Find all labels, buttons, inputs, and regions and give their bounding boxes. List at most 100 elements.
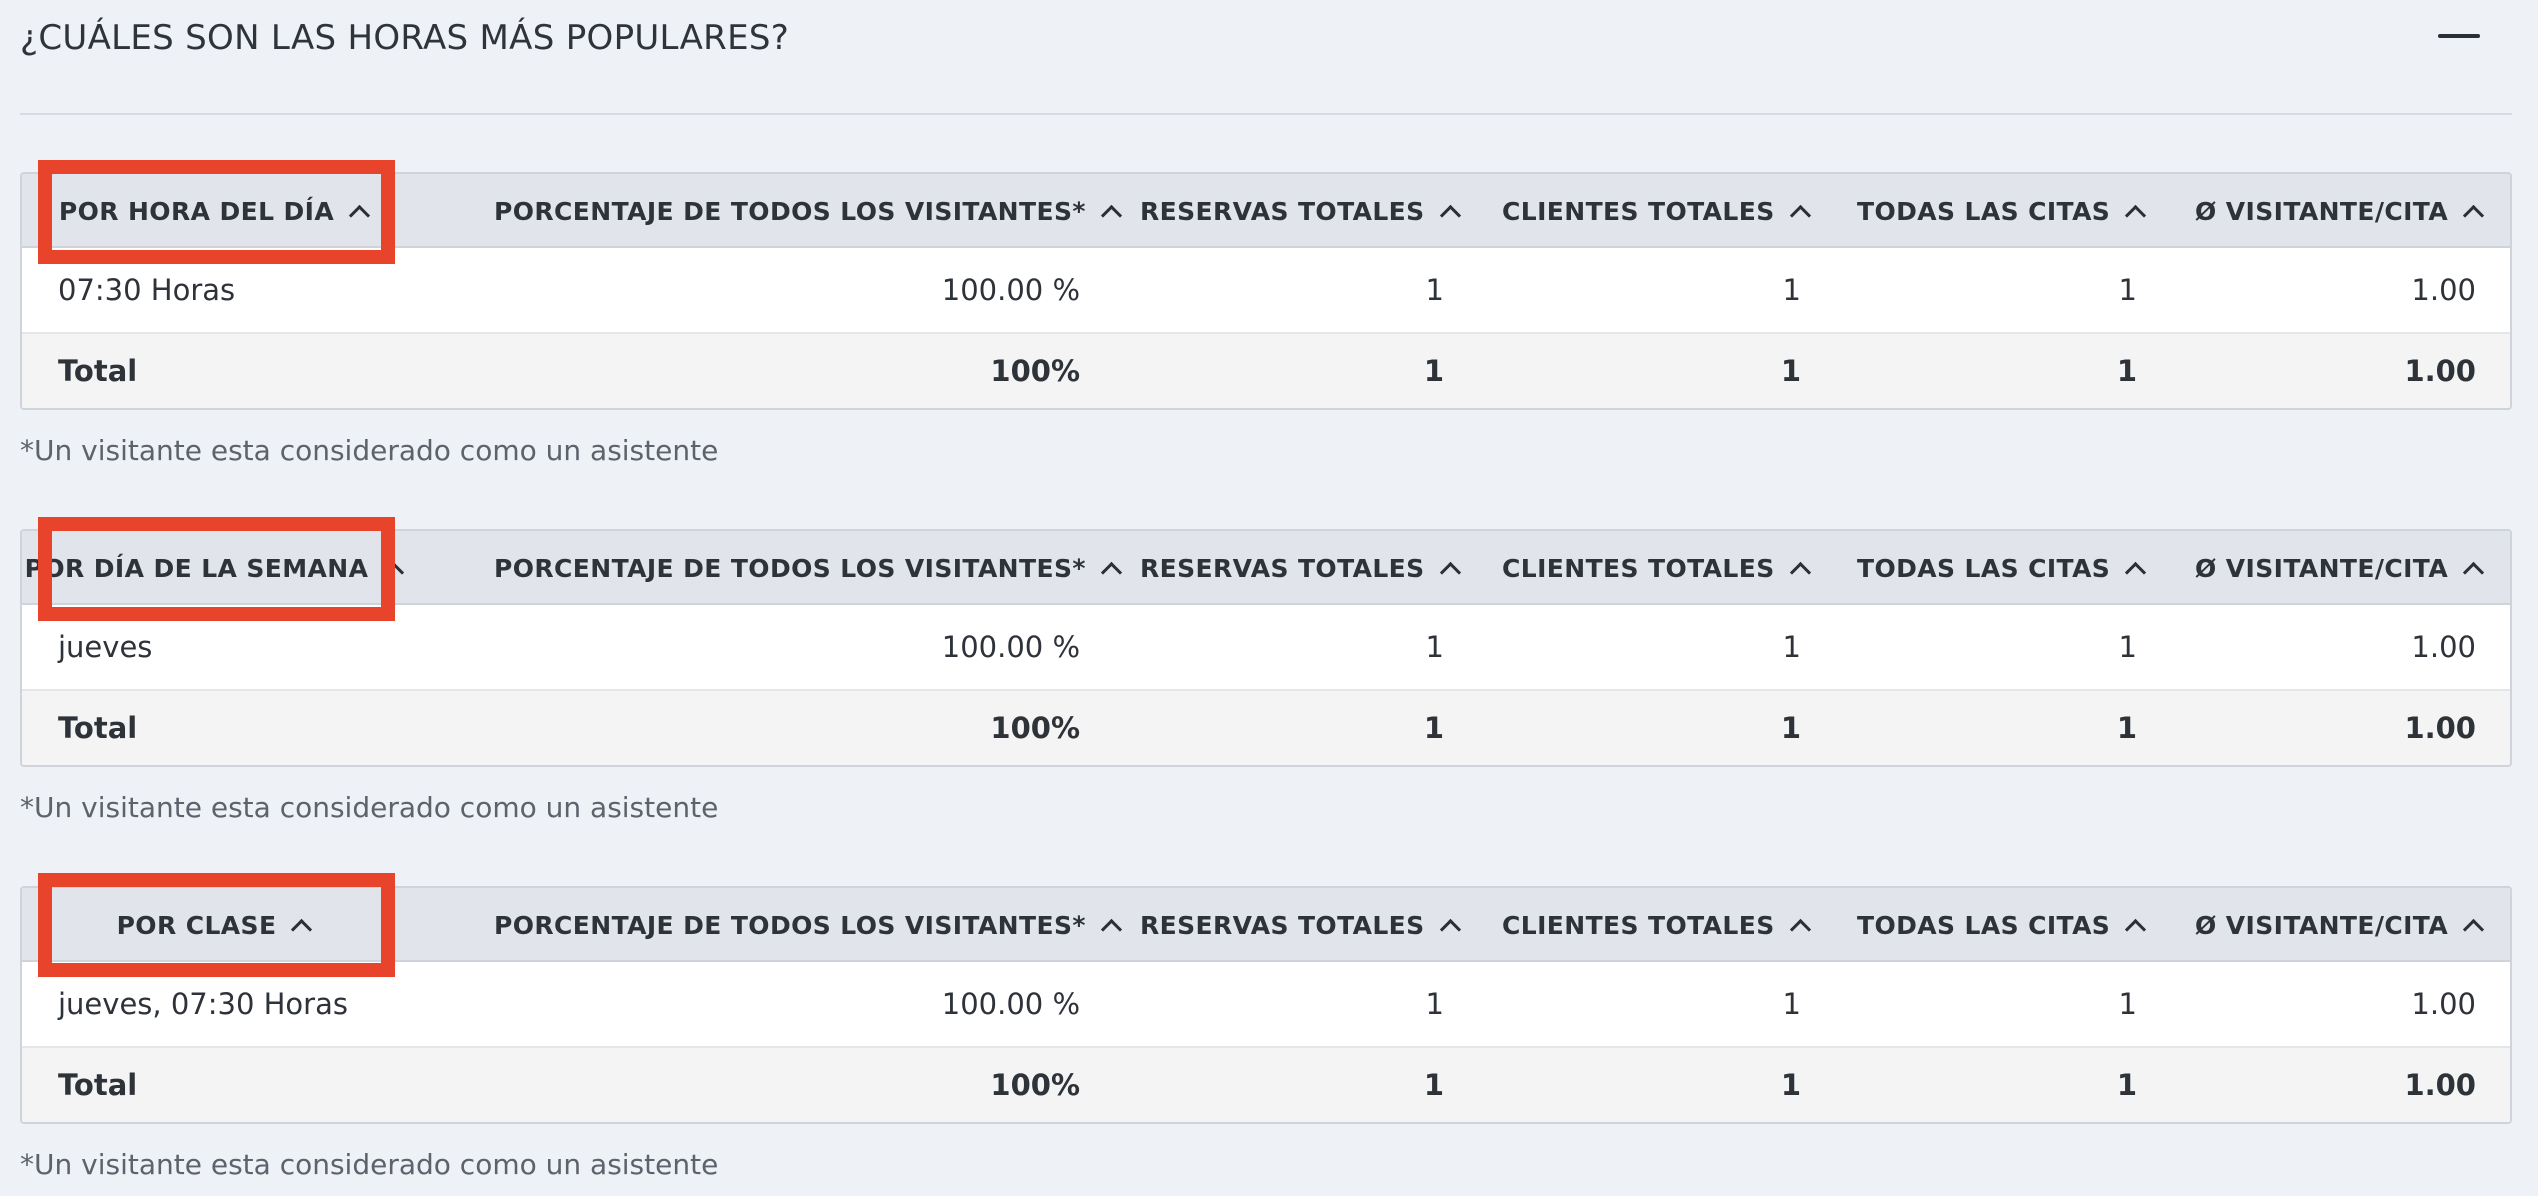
sort-clients-column[interactable]: CLIENTES TOTALES <box>1502 531 1811 605</box>
chevron-up-icon <box>1789 204 1811 227</box>
column-label: Ø VISITANTE/CITA <box>2195 553 2449 583</box>
clients-total: 1 <box>1780 1068 1801 1102</box>
table-header-row: POR CLASE PORCENTAJE DE TODOS LOS VISITA… <box>22 888 2510 962</box>
sort-bookings-column[interactable]: RESERVAS TOTALES <box>1140 174 1461 248</box>
row-label: 07:30 Horas <box>58 273 236 307</box>
chevron-up-icon <box>1100 561 1122 584</box>
chevron-up-icon <box>1789 561 1811 584</box>
clients-total: 1 <box>1780 711 1801 745</box>
section-title: ¿CUÁLES SON LAS HORAS MÁS POPULARES? <box>20 18 790 58</box>
table-by-hour: POR HORA DEL DÍA PORCENTAJE DE TODOS LOS… <box>20 172 2512 410</box>
sort-percent-column[interactable]: PORCENTAJE DE TODOS LOS VISITANTES* <box>494 174 1122 248</box>
column-label: Ø VISITANTE/CITA <box>2195 910 2449 940</box>
bookings-cell: 1 <box>1425 630 1444 664</box>
clients-cell: 1 <box>1782 630 1801 664</box>
clients-cell: 1 <box>1782 987 1801 1021</box>
table-row: jueves 100.00 % 1 1 1 1.00 <box>22 605 2510 691</box>
table-row: 07:30 Horas 100.00 % 1 1 1 1.00 <box>22 248 2510 334</box>
chevron-up-icon <box>1789 918 1811 941</box>
appointments-cell: 1 <box>2118 273 2137 307</box>
footnote: *Un visitante esta considerado como un a… <box>20 1148 719 1181</box>
sort-percent-column[interactable]: PORCENTAJE DE TODOS LOS VISITANTES* <box>494 888 1122 962</box>
clients-cell: 1 <box>1782 273 1801 307</box>
bookings-cell: 1 <box>1425 987 1444 1021</box>
column-label: RESERVAS TOTALES <box>1140 196 1425 226</box>
column-label: CLIENTES TOTALES <box>1502 553 1775 583</box>
total-label: Total <box>58 711 138 745</box>
sort-by-weekday-column[interactable]: POR DÍA DE LA SEMANA <box>22 531 405 605</box>
column-label: PORCENTAJE DE TODOS LOS VISITANTES* <box>494 553 1086 583</box>
chevron-up-icon <box>1100 204 1122 227</box>
total-row: Total 100% 1 1 1 1.00 <box>22 1048 2510 1122</box>
sort-avg-column[interactable]: Ø VISITANTE/CITA <box>2195 888 2485 962</box>
table-by-class: POR CLASE PORCENTAJE DE TODOS LOS VISITA… <box>20 886 2512 1124</box>
bookings-total: 1 <box>1423 711 1444 745</box>
avg-total: 1.00 <box>2404 1068 2476 1102</box>
table-header-row: POR DÍA DE LA SEMANA PORCENTAJE DE TODOS… <box>22 531 2510 605</box>
bookings-cell: 1 <box>1425 273 1444 307</box>
sort-appointments-column[interactable]: TODAS LAS CITAS <box>1857 174 2147 248</box>
column-label: PORCENTAJE DE TODOS LOS VISITANTES* <box>494 910 1086 940</box>
sort-bookings-column[interactable]: RESERVAS TOTALES <box>1140 531 1461 605</box>
total-row: Total 100% 1 1 1 1.00 <box>22 334 2510 408</box>
row-label: jueves <box>58 630 153 664</box>
sort-percent-column[interactable]: PORCENTAJE DE TODOS LOS VISITANTES* <box>494 531 1122 605</box>
sort-avg-column[interactable]: Ø VISITANTE/CITA <box>2195 174 2485 248</box>
appointments-total: 1 <box>2116 1068 2137 1102</box>
avg-cell: 1.00 <box>2411 630 2476 664</box>
sort-bookings-column[interactable]: RESERVAS TOTALES <box>1140 888 1461 962</box>
percent-cell: 100.00 % <box>941 273 1080 307</box>
percent-cell: 100.00 % <box>941 987 1080 1021</box>
sort-appointments-column[interactable]: TODAS LAS CITAS <box>1857 531 2147 605</box>
clients-total: 1 <box>1780 354 1801 388</box>
column-label: CLIENTES TOTALES <box>1502 196 1775 226</box>
bookings-total: 1 <box>1423 1068 1444 1102</box>
chevron-up-icon <box>1439 561 1461 584</box>
sort-avg-column[interactable]: Ø VISITANTE/CITA <box>2195 531 2485 605</box>
sort-appointments-column[interactable]: TODAS LAS CITAS <box>1857 888 2147 962</box>
table-by-weekday: POR DÍA DE LA SEMANA PORCENTAJE DE TODOS… <box>20 529 2512 767</box>
chevron-up-icon <box>1100 918 1122 941</box>
footnote: *Un visitante esta considerado como un a… <box>20 434 719 467</box>
chevron-up-icon <box>2462 561 2485 584</box>
chevron-up-icon <box>2125 561 2147 584</box>
appointments-total: 1 <box>2116 711 2137 745</box>
total-row: Total 100% 1 1 1 1.00 <box>22 691 2510 765</box>
avg-cell: 1.00 <box>2411 273 2476 307</box>
column-label: RESERVAS TOTALES <box>1140 910 1425 940</box>
percent-cell: 100.00 % <box>941 630 1080 664</box>
avg-total: 1.00 <box>2404 711 2476 745</box>
row-label: jueves, 07:30 Horas <box>58 987 348 1021</box>
column-label: PORCENTAJE DE TODOS LOS VISITANTES* <box>494 196 1086 226</box>
footnote: *Un visitante esta considerado como un a… <box>20 791 719 824</box>
sort-clients-column[interactable]: CLIENTES TOTALES <box>1502 174 1811 248</box>
table-header-row: POR HORA DEL DÍA PORCENTAJE DE TODOS LOS… <box>22 174 2510 248</box>
appointments-cell: 1 <box>2118 987 2137 1021</box>
percent-total: 100% <box>990 711 1080 745</box>
chevron-up-icon <box>291 918 313 941</box>
percent-total: 100% <box>990 1068 1080 1102</box>
column-label: POR CLASE <box>116 910 277 940</box>
appointments-cell: 1 <box>2118 630 2137 664</box>
column-label: CLIENTES TOTALES <box>1502 910 1775 940</box>
minus-icon <box>2438 34 2480 38</box>
sort-by-class-column[interactable]: POR CLASE <box>22 888 404 962</box>
appointments-total: 1 <box>2116 354 2137 388</box>
column-label: POR HORA DEL DÍA <box>58 196 335 226</box>
table-row: jueves, 07:30 Horas 100.00 % 1 1 1 1.00 <box>22 962 2510 1048</box>
chevron-up-icon <box>2125 918 2147 941</box>
chevron-up-icon <box>2125 204 2147 227</box>
avg-cell: 1.00 <box>2411 987 2476 1021</box>
column-label: TODAS LAS CITAS <box>1857 910 2111 940</box>
bookings-total: 1 <box>1423 354 1444 388</box>
column-label: TODAS LAS CITAS <box>1857 196 2111 226</box>
chevron-up-icon <box>2462 918 2485 941</box>
collapse-button[interactable] <box>2438 34 2480 58</box>
chevron-up-icon <box>1439 918 1461 941</box>
column-label: RESERVAS TOTALES <box>1140 553 1425 583</box>
percent-total: 100% <box>990 354 1080 388</box>
chevron-up-icon <box>383 561 405 584</box>
sort-by-hour-column[interactable]: POR HORA DEL DÍA <box>22 174 404 248</box>
sort-clients-column[interactable]: CLIENTES TOTALES <box>1502 888 1811 962</box>
